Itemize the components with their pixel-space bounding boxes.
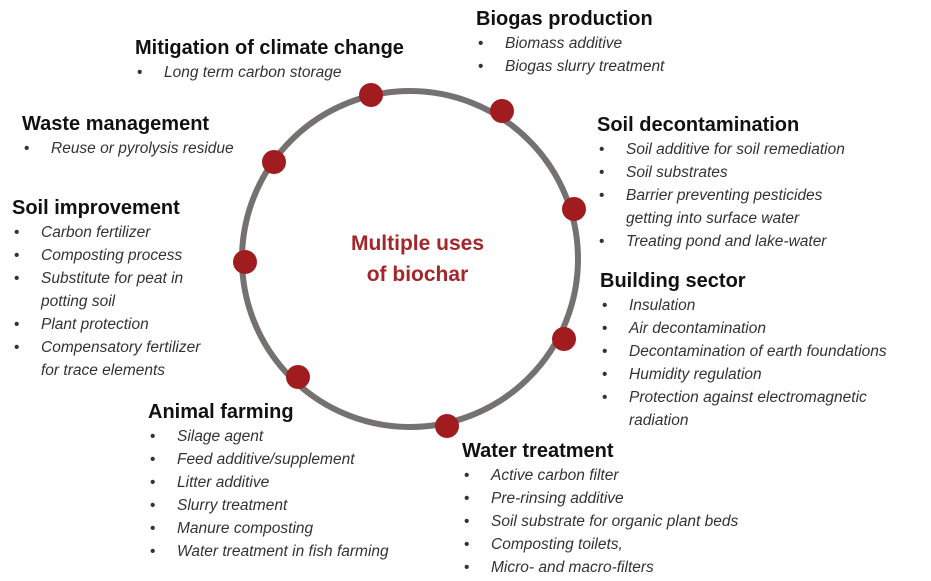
node-dot	[286, 365, 310, 389]
node-dot	[435, 414, 459, 438]
group-item: Active carbon filter	[462, 464, 738, 487]
group: Mitigation of climate changeLong term ca…	[135, 35, 404, 84]
group-title: Waste management	[22, 113, 210, 135]
group-item: Silage agent	[148, 425, 389, 448]
group-title: Building sector	[600, 270, 746, 292]
group-item: Biomass additive	[476, 32, 664, 55]
group-item: Water treatment in fish farming	[148, 540, 389, 563]
group-item: Litter additive	[148, 471, 389, 494]
group-item: Barrier preventing pesticides getting in…	[597, 184, 845, 230]
group-item: Soil additive for soil remediation	[597, 138, 845, 161]
node-dot	[552, 327, 576, 351]
node-dot	[359, 83, 383, 107]
group: Waste managementReuse or pyrolysis resid…	[22, 111, 234, 160]
group-item: Compensatory fertilizer for trace elemen…	[12, 336, 200, 382]
group: Soil improvementCarbon fertilizerCompost…	[12, 195, 200, 382]
group-item: Insulation	[600, 294, 887, 317]
group-title: Water treatment	[462, 440, 614, 462]
node-dot	[233, 250, 257, 274]
group: Water treatmentActive carbon filterPre-r…	[462, 438, 738, 579]
node-dot	[262, 150, 286, 174]
node-dot	[490, 99, 514, 123]
group-item: Composting toilets,	[462, 533, 738, 556]
group: Soil decontaminationSoil additive for so…	[597, 112, 845, 253]
group-item: Air decontamination	[600, 317, 887, 340]
group-title: Soil decontamination	[597, 114, 800, 136]
group-title: Biogas production	[476, 8, 653, 30]
group-item: Decontamination of earth foundations	[600, 340, 887, 363]
group-title: Animal farming	[148, 401, 294, 423]
group: Building sectorInsulationAir decontamina…	[600, 268, 887, 432]
group-title: Mitigation of climate change	[135, 37, 404, 59]
group-item: Plant protection	[12, 313, 200, 336]
group-item: Micro- and macro-filters	[462, 556, 738, 579]
group-item: Composting process	[12, 244, 200, 267]
group-item: Humidity regulation	[600, 363, 887, 386]
group-item: Long term carbon storage	[135, 61, 404, 84]
group-item: Carbon fertilizer	[12, 221, 200, 244]
group-item: Slurry treatment	[148, 494, 389, 517]
group-item: Pre-rinsing additive	[462, 487, 738, 510]
group-item: Soil substrate for organic plant beds	[462, 510, 738, 533]
group-item: Substitute for peat in potting soil	[12, 267, 200, 313]
group-item: Treating pond and lake-water	[597, 230, 845, 253]
group-item: Feed additive/supplement	[148, 448, 389, 471]
group: Biogas productionBiomass additiveBiogas …	[476, 6, 664, 78]
center-label: Multiple uses of biochar	[350, 232, 485, 286]
group-item: Protection against electromagnetic radia…	[600, 386, 887, 432]
group-title: Soil improvement	[12, 197, 180, 219]
group-item: Biogas slurry treatment	[476, 55, 664, 78]
group-item: Manure composting	[148, 517, 389, 540]
group-item: Soil substrates	[597, 161, 845, 184]
group: Animal farmingSilage agentFeed additive/…	[148, 399, 389, 563]
group-item: Reuse or pyrolysis residue	[22, 137, 234, 160]
node-dot	[562, 197, 586, 221]
